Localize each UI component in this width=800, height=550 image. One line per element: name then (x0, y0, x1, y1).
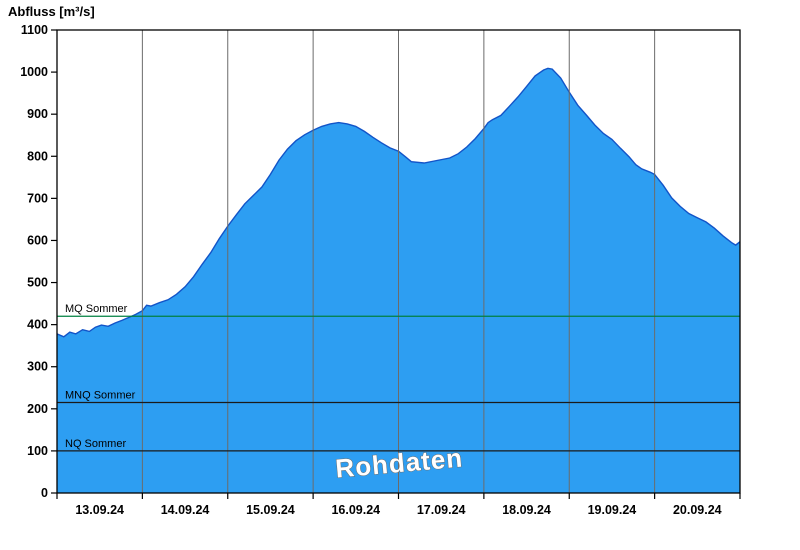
y-tick-label: 500 (27, 276, 48, 290)
x-tick-label: 19.09.24 (588, 503, 637, 517)
y-axis-title: Abfluss [m³/s] (8, 4, 95, 19)
y-tick-label: 200 (27, 402, 48, 416)
y-tick-label: 600 (27, 233, 48, 247)
x-tick-label: 16.09.24 (331, 503, 380, 517)
reference-label-nq-sommer: NQ Sommer (65, 438, 126, 450)
y-tick-label: 700 (27, 191, 48, 205)
discharge-line (56, 67, 741, 338)
reference-label-mq-sommer: MQ Sommer (65, 303, 128, 315)
x-tick-label: 15.09.24 (246, 503, 295, 517)
x-tick-label: 18.09.24 (502, 503, 551, 517)
reference-label-mnq-sommer: MNQ Sommer (65, 390, 136, 402)
x-tick-label: 20.09.24 (673, 503, 722, 517)
y-tick-label: 900 (27, 107, 48, 121)
y-tick-label: 0 (41, 486, 48, 500)
y-tick-label: 300 (27, 360, 48, 374)
y-tick-label: 1100 (21, 23, 48, 37)
y-tick-label: 400 (27, 318, 48, 332)
y-tick-label: 100 (27, 444, 48, 458)
x-tick-label: 17.09.24 (417, 503, 466, 517)
y-tick-label: 1000 (20, 65, 48, 79)
x-tick-label: 14.09.24 (161, 503, 210, 517)
y-tick-label: 800 (27, 149, 48, 163)
x-tick-label: 13.09.24 (75, 503, 124, 517)
